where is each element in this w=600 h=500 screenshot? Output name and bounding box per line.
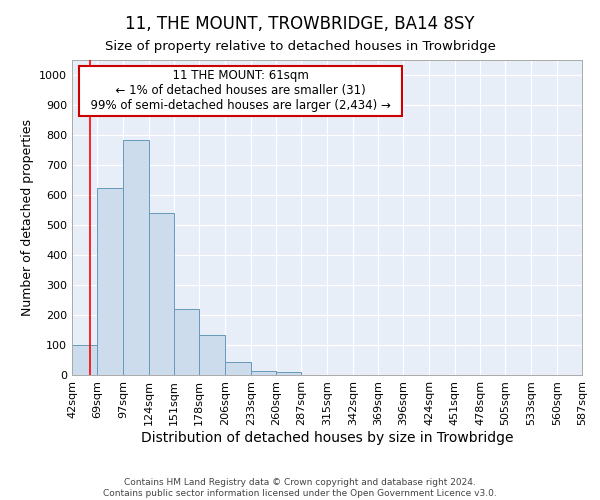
Bar — [174, 309, 199, 375]
Bar — [149, 213, 174, 375]
Text: 11 THE MOUNT: 61sqm  
  ← 1% of detached houses are smaller (31)  
  99% of semi: 11 THE MOUNT: 61sqm ← 1% of detached hou… — [83, 70, 398, 112]
Bar — [226, 362, 251, 375]
X-axis label: Distribution of detached houses by size in Trowbridge: Distribution of detached houses by size … — [141, 430, 513, 444]
Bar — [124, 140, 149, 375]
Text: 11, THE MOUNT, TROWBRIDGE, BA14 8SY: 11, THE MOUNT, TROWBRIDGE, BA14 8SY — [125, 15, 475, 33]
Bar — [72, 345, 97, 375]
Y-axis label: Number of detached properties: Number of detached properties — [20, 119, 34, 316]
Bar — [251, 370, 276, 375]
Bar — [199, 334, 226, 375]
Bar — [97, 188, 124, 375]
Text: Size of property relative to detached houses in Trowbridge: Size of property relative to detached ho… — [104, 40, 496, 53]
Bar — [276, 372, 301, 375]
Text: Contains HM Land Registry data © Crown copyright and database right 2024.
Contai: Contains HM Land Registry data © Crown c… — [103, 478, 497, 498]
